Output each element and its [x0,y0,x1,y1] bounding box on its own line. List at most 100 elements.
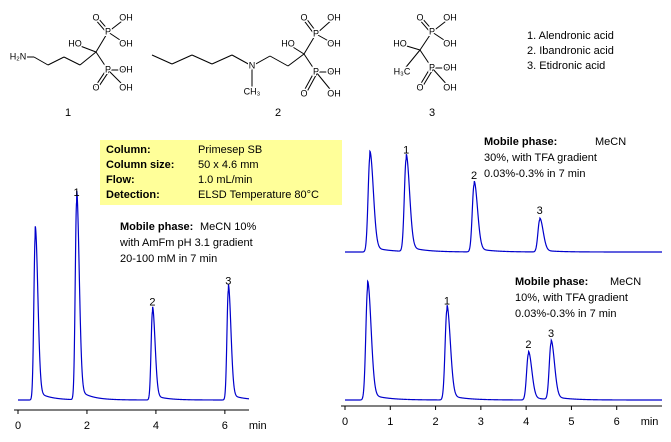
atom-label: H₂N [10,51,27,61]
bond [95,51,109,71]
atom-label: OH [119,38,133,48]
atom-label: P [313,28,319,38]
atom-label: OH [119,82,133,92]
x-tick-label: 1 [387,416,393,428]
condition-key: Column: [106,144,151,156]
peak-label: 1 [444,295,450,307]
structure-number: 3 [429,107,435,119]
double-bond [302,71,316,94]
annotation-line: MeCN [595,136,626,148]
peak-label: 3 [537,205,543,217]
atom-label: P [105,64,111,74]
bond [315,71,335,95]
bond [171,54,193,65]
peak-label: 3 [548,328,554,340]
compound-name: 2. Ibandronic acid [527,45,614,57]
condition-value: ELSD Temperature 80°C [198,189,319,201]
atom-label: OH [443,82,457,92]
bond [107,31,127,45]
atom-label: HO [281,38,295,48]
bond [74,43,97,53]
atom-label: OH [327,66,341,76]
bond [431,17,451,33]
x-tick-label: 6 [614,416,620,428]
atom-label: OH [443,62,457,72]
bond [95,31,109,53]
peak-label: 2 [471,170,477,182]
bond [47,56,65,66]
bond [399,43,421,51]
atom-label: O [300,12,307,22]
bond [401,49,421,73]
double-bond [94,18,108,34]
bond [315,17,335,35]
x-tick-label: 3 [478,416,484,428]
x-tick-label: 0 [342,416,348,428]
peak-trace [55,190,115,401]
annotation-label: Mobile phase: [120,221,193,233]
double-bond [304,16,318,34]
x-tick-label: 4 [523,416,529,428]
structure-number: 1 [65,107,71,119]
atom-label: OH [327,12,341,22]
condition-key: Detection: [106,189,160,201]
atom-label: OH [119,64,133,74]
atom-label: O [300,88,307,98]
atom-label: P [429,26,435,36]
double-bond [304,72,318,95]
bond [107,17,127,33]
annotation-line: 10%, with TFA gradient [515,292,628,304]
atom-label: O [92,12,99,22]
condition-key: Column size: [106,159,174,171]
atom-label: OH [119,12,133,22]
peak-trace [539,337,662,401]
peak-trace [506,216,662,253]
bond [431,67,451,89]
peak-label: 2 [149,297,155,309]
x-tick-label: 5 [568,416,574,428]
condition-value: Primesep SB [198,144,262,156]
atom-label: N [249,60,256,70]
bond [269,55,289,67]
double-bond [96,16,110,32]
double-bond [420,16,434,32]
atom-label: HO [68,38,82,48]
annotation-line: with AmFm pH 3.1 gradient [119,237,253,249]
conditions-box [100,140,342,205]
peak-trace [407,305,488,401]
peak-label: 3 [225,276,231,288]
bond [419,31,433,51]
peak-trace [345,149,389,253]
peak-label: 1 [403,144,409,156]
double-bond [96,70,110,90]
annotation-label: Mobile phase: [515,276,588,288]
atom-label: HO [393,38,407,48]
peak-trace [345,279,408,401]
x-tick-label: 2 [433,416,439,428]
atom-label: O [416,12,423,22]
compound-name: 1. Alendronic acid [527,30,614,42]
bond [287,53,305,67]
x-tick-label: 6 [222,420,228,432]
x-tick-label: 4 [153,420,159,432]
peak-trace [114,306,191,401]
peak-label: 1 [74,187,80,199]
bond [107,69,127,89]
annotation-line: 30%, with TFA gradient [484,152,597,164]
atom-label: CH₃ [244,86,261,96]
peak-trace [18,226,57,401]
x-tick-label: 0 [15,420,21,432]
condition-value: 50 x 4.6 mm [198,159,259,171]
condition-key: Flow: [106,174,135,186]
bond [419,49,433,69]
atom-label: P [105,26,111,36]
atom-label: P [313,66,319,76]
annotation-line: 0.03%-0.3% in 7 min [515,308,617,320]
atom-label: O [92,82,99,92]
annotation-label: Mobile phase: [484,136,557,148]
atom-label: OH [443,38,457,48]
peak-label: 2 [525,339,531,351]
atom-label: H₃C [394,66,411,76]
annotation-line: 0.03%-0.3% in 7 min [484,168,586,180]
